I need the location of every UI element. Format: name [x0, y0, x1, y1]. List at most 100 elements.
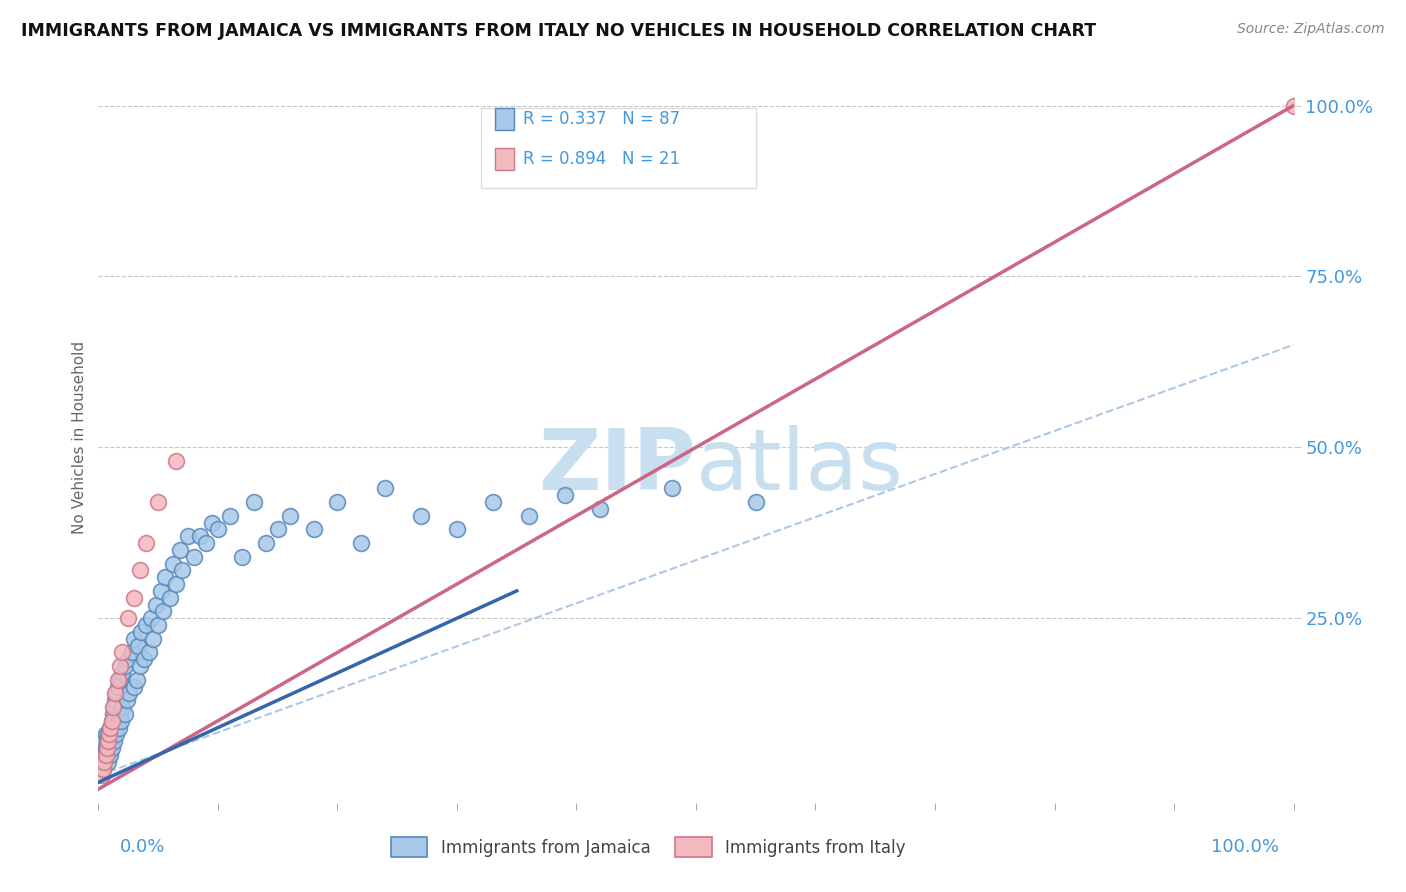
Point [117, 611, 139, 625]
Text: Source: ZipAtlas.com: Source: ZipAtlas.com [1237, 22, 1385, 37]
Point [107, 680, 129, 694]
Point [91, 741, 114, 756]
Point [114, 706, 136, 721]
Y-axis label: No Vehicles in Household: No Vehicles in Household [72, 341, 87, 533]
Point [93, 747, 115, 762]
Point [90, 755, 112, 769]
Point [114, 659, 136, 673]
Point [231, 549, 253, 564]
Point [117, 652, 139, 666]
Point [96, 741, 118, 756]
Point [100, 714, 122, 728]
Point [115, 693, 138, 707]
FancyBboxPatch shape [495, 108, 515, 130]
Text: atlas: atlas [696, 425, 904, 508]
Point [135, 536, 157, 550]
Point [127, 639, 149, 653]
Point [96, 734, 118, 748]
Text: 0.0%: 0.0% [120, 838, 165, 856]
Point [94, 741, 117, 756]
Point [745, 495, 768, 509]
Point [98, 721, 122, 735]
Point [135, 618, 157, 632]
Point [104, 693, 127, 707]
Point [104, 686, 127, 700]
Point [661, 481, 683, 495]
Text: IMMIGRANTS FROM JAMAICA VS IMMIGRANTS FROM ITALY NO VEHICLES IN HOUSEHOLD CORREL: IMMIGRANTS FROM JAMAICA VS IMMIGRANTS FR… [21, 22, 1097, 40]
Point [124, 591, 146, 605]
Point [183, 549, 205, 564]
Point [118, 686, 141, 700]
Point [165, 454, 187, 468]
Point [97, 734, 120, 748]
Point [98, 747, 121, 762]
FancyBboxPatch shape [481, 108, 756, 188]
Point [111, 665, 134, 680]
Point [149, 583, 172, 598]
Point [267, 522, 290, 536]
Point [91, 747, 114, 762]
Point [195, 536, 218, 550]
Point [101, 727, 124, 741]
Point [188, 529, 211, 543]
Point [103, 700, 125, 714]
Point [91, 762, 114, 776]
Point [108, 659, 131, 673]
Point [243, 495, 266, 509]
Point [105, 727, 128, 741]
Point [103, 734, 125, 748]
Point [172, 563, 194, 577]
Point [98, 721, 122, 735]
Point [125, 673, 148, 687]
Point [97, 727, 120, 741]
Point [105, 686, 128, 700]
Point [124, 680, 146, 694]
Text: R = 0.894   N = 21: R = 0.894 N = 21 [523, 150, 681, 168]
Point [100, 714, 122, 728]
Point [129, 563, 152, 577]
Point [111, 645, 134, 659]
Point [517, 508, 540, 523]
Point [131, 624, 153, 639]
Point [589, 501, 612, 516]
Text: R = 0.337   N = 87: R = 0.337 N = 87 [523, 110, 681, 128]
Point [101, 706, 124, 721]
Point [124, 632, 146, 646]
Point [326, 495, 349, 509]
Point [148, 618, 170, 632]
Point [108, 673, 131, 687]
Point [177, 529, 200, 543]
Point [91, 768, 114, 782]
Point [159, 591, 181, 605]
Point [98, 727, 121, 741]
Text: ZIP: ZIP [538, 425, 696, 508]
Point [138, 645, 160, 659]
Point [107, 721, 129, 735]
FancyBboxPatch shape [495, 148, 515, 170]
Text: 100.0%: 100.0% [1212, 838, 1279, 856]
Point [254, 536, 277, 550]
Point [350, 536, 373, 550]
Point [100, 741, 122, 756]
Point [93, 734, 115, 748]
Point [152, 604, 174, 618]
Point [93, 755, 115, 769]
Point [93, 755, 115, 769]
Point [201, 516, 224, 530]
Point [94, 727, 117, 741]
Point [132, 652, 155, 666]
Legend: Immigrants from Jamaica, Immigrants from Italy: Immigrants from Jamaica, Immigrants from… [384, 830, 912, 864]
Point [91, 762, 114, 776]
Point [302, 522, 325, 536]
Point [446, 522, 468, 536]
Point [107, 673, 129, 687]
Point [142, 632, 165, 646]
Point [121, 645, 143, 659]
Point [374, 481, 396, 495]
Point [1282, 98, 1305, 112]
Point [110, 714, 132, 728]
Point [139, 611, 162, 625]
Point [554, 488, 576, 502]
Point [481, 495, 505, 509]
Point [169, 542, 191, 557]
